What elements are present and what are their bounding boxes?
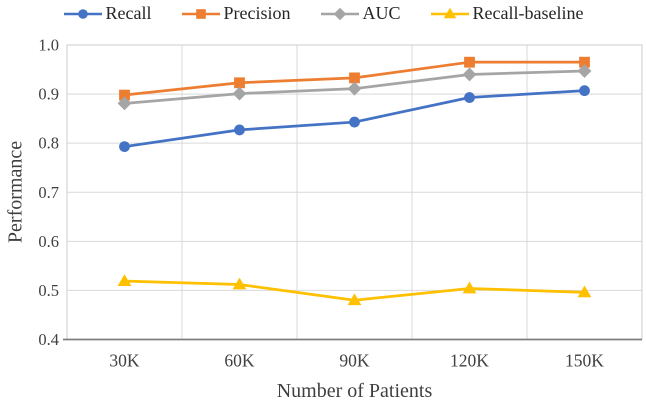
legend-item-auc: AUC (320, 4, 401, 24)
y-tick-label: 0.6 (38, 232, 59, 251)
legend-item-recall-baseline: Recall-baseline (430, 3, 584, 24)
y-tick-label: 0.5 (38, 281, 59, 300)
legend-label-recall: Recall (105, 3, 152, 23)
y-tick-label: 1.0 (38, 36, 59, 55)
marker-auc-60K (232, 86, 247, 101)
chart-legend: Recall Precision AUC Recall-baseline (0, 4, 646, 24)
marker-recall-150K (579, 85, 590, 97)
marker-recall-baseline-120K (462, 281, 477, 294)
recall-baseline-legend-marker-icon (430, 7, 469, 19)
legend-label-precision: Precision (223, 3, 291, 23)
y-tick-label: 0.4 (38, 330, 59, 349)
y-tick-label: 0.8 (38, 134, 59, 153)
legend-label-recall-baseline: Recall-baseline (472, 3, 584, 23)
legend-label-auc: AUC (362, 3, 401, 23)
marker-auc-150K (577, 64, 592, 78)
x-tick-label: 150K (565, 351, 604, 371)
marker-precision-90K (349, 72, 360, 84)
marker-recall-60K (234, 124, 245, 136)
marker-precision-150K (579, 56, 590, 68)
y-tick-label: 0.7 (38, 183, 59, 202)
precision-legend-marker-icon (181, 9, 220, 19)
x-tick-label: 90K (339, 351, 370, 371)
marker-precision-120K (464, 56, 475, 68)
marker-recall-baseline-90K (347, 293, 362, 306)
marker-recall-120K (464, 92, 475, 103)
auc-legend-glyph (333, 7, 346, 21)
y-tick-label: 0.9 (38, 85, 59, 104)
legend-item-recall: Recall (63, 4, 152, 24)
x-axis-title: Number of Patients (276, 380, 433, 402)
legend-item-precision: Precision (181, 4, 291, 24)
marker-auc-120K (462, 67, 477, 82)
y-axis-title: Performance (4, 140, 27, 244)
x-tick-label: 120K (450, 351, 489, 371)
recall-baseline-legend-glyph (443, 7, 456, 19)
marker-recall-baseline-30K (117, 274, 132, 286)
recall-legend-glyph (77, 9, 88, 19)
x-tick-label: 30K (109, 351, 140, 371)
marker-recall-baseline-60K (232, 277, 247, 290)
marker-precision-60K (234, 77, 245, 89)
marker-recall-90K (349, 116, 360, 128)
auc-legend-marker-icon (320, 7, 359, 21)
x-tick-label: 60K (224, 351, 255, 371)
marker-precision-30K (119, 89, 130, 101)
marker-auc-30K (117, 96, 132, 111)
marker-recall-baseline-150K (577, 285, 592, 298)
recall-legend-marker-icon (63, 9, 102, 19)
marker-recall-30K (119, 141, 130, 153)
marker-auc-90K (347, 81, 362, 96)
precision-legend-glyph (195, 9, 206, 19)
